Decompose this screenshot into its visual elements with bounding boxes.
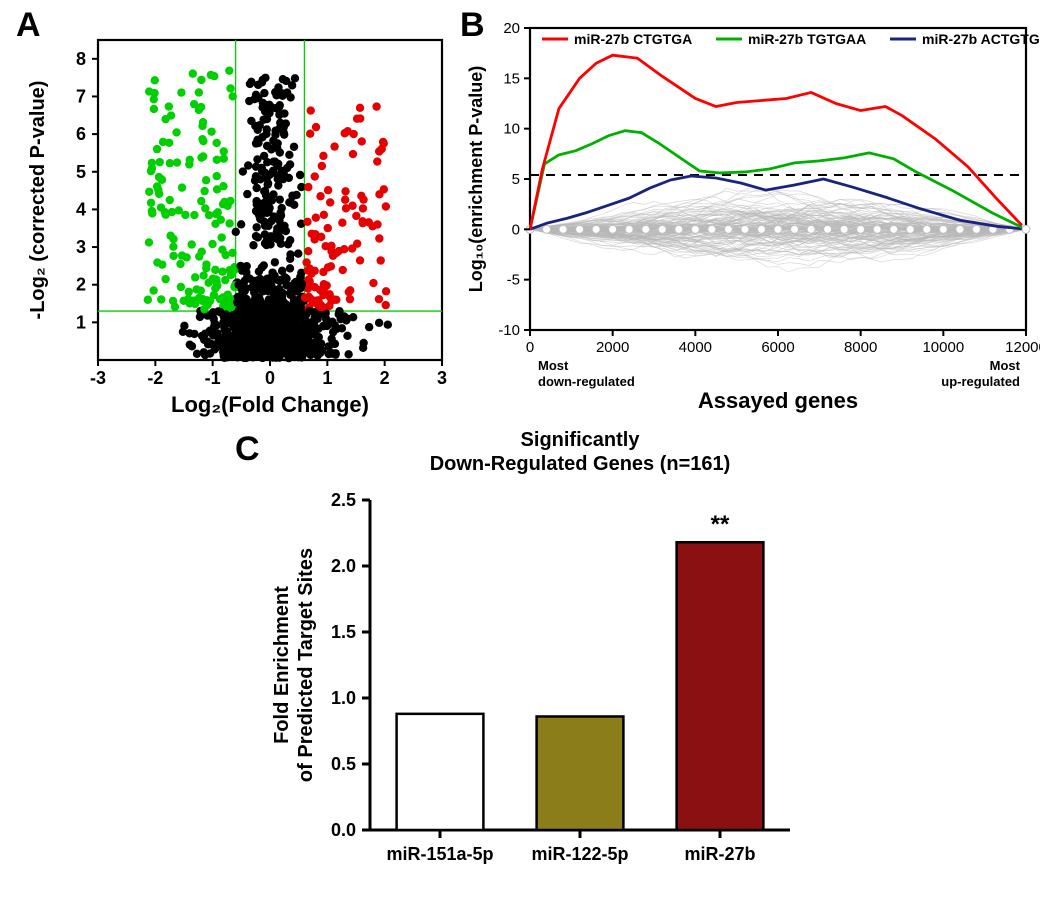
svg-text:miR-27b CTGTGA: miR-27b CTGTGA (574, 31, 692, 47)
svg-text:miR-27b TGTGAA: miR-27b TGTGAA (748, 31, 866, 47)
svg-text:Most: Most (990, 358, 1021, 373)
svg-text:4: 4 (76, 199, 86, 219)
svg-text:down-regulated: down-regulated (538, 374, 635, 389)
panel-c-label: C (235, 430, 260, 469)
svg-text:Down-Regulated Genes (n=161): Down-Regulated Genes (n=161) (430, 453, 731, 475)
svg-text:10: 10 (503, 121, 520, 138)
svg-text:Log₁₀(enrichment P-value): Log₁₀(enrichment P-value) (466, 66, 486, 293)
svg-text:miR-27b: miR-27b (684, 844, 755, 864)
svg-text:Assayed genes: Assayed genes (698, 388, 858, 413)
svg-text:3: 3 (437, 368, 447, 388)
svg-text:1.0: 1.0 (331, 688, 356, 708)
svg-text:miR-27b ACTGTG: miR-27b ACTGTG (922, 31, 1040, 47)
svg-text:miR-151a-5p: miR-151a-5p (386, 844, 493, 864)
svg-text:5: 5 (512, 171, 520, 188)
svg-text:2.0: 2.0 (331, 556, 356, 576)
svg-text:**: ** (711, 511, 730, 538)
svg-text:2000: 2000 (596, 339, 629, 356)
svg-text:-3: -3 (90, 368, 106, 388)
svg-text:of Predicted Target Sites: of Predicted Target Sites (295, 548, 317, 782)
svg-text:-Log₂ (corrected P-value): -Log₂ (corrected P-value) (27, 81, 49, 320)
volcano-plot: -3 -2 -1 0 1 2 3 1 2 3 4 5 6 7 8 Log₂(Fold Change) -Log₂… (20, 10, 460, 430)
bar-chart: SignificantlyDown-Regulated Genes (n=161… (260, 420, 820, 890)
svg-text:6000: 6000 (761, 339, 794, 356)
svg-text:15: 15 (503, 70, 520, 87)
svg-text:Log₂(Fold Change): Log₂(Fold Change) (171, 392, 369, 417)
svg-text:2: 2 (76, 275, 86, 295)
svg-text:miR-122-5p: miR-122-5p (531, 844, 628, 864)
svg-text:-10: -10 (498, 322, 520, 339)
svg-text:-2: -2 (147, 368, 163, 388)
svg-text:2.5: 2.5 (331, 490, 356, 510)
svg-text:1: 1 (76, 312, 86, 332)
svg-text:-1: -1 (205, 368, 221, 388)
svg-text:3: 3 (76, 237, 86, 257)
enrichment-line-plot: 0 2000 4000 6000 8000 10000 12000 -10 -5 0 5 10 15 20… (460, 10, 1040, 430)
svg-text:8: 8 (76, 49, 86, 69)
svg-text:1.5: 1.5 (331, 622, 356, 642)
svg-text:4000: 4000 (679, 339, 712, 356)
svg-text:8000: 8000 (844, 339, 877, 356)
svg-text:5: 5 (76, 162, 86, 182)
svg-text:0: 0 (265, 368, 275, 388)
svg-text:0: 0 (512, 221, 520, 238)
svg-text:Fold Enrichment: Fold Enrichment (271, 586, 293, 744)
svg-text:12000: 12000 (1005, 339, 1040, 356)
svg-text:0: 0 (526, 339, 534, 356)
svg-text:up-regulated: up-regulated (941, 374, 1020, 389)
svg-text:6: 6 (76, 124, 86, 144)
svg-text:Most: Most (538, 358, 569, 373)
svg-text:7: 7 (76, 86, 86, 106)
svg-text:0.5: 0.5 (331, 754, 356, 774)
svg-text:20: 20 (503, 20, 520, 37)
svg-text:1: 1 (322, 368, 332, 388)
svg-text:2: 2 (380, 368, 390, 388)
svg-text:Significantly: Significantly (521, 429, 641, 451)
svg-text:-5: -5 (507, 272, 520, 289)
svg-text:10000: 10000 (922, 339, 964, 356)
svg-text:0.0: 0.0 (331, 820, 356, 840)
